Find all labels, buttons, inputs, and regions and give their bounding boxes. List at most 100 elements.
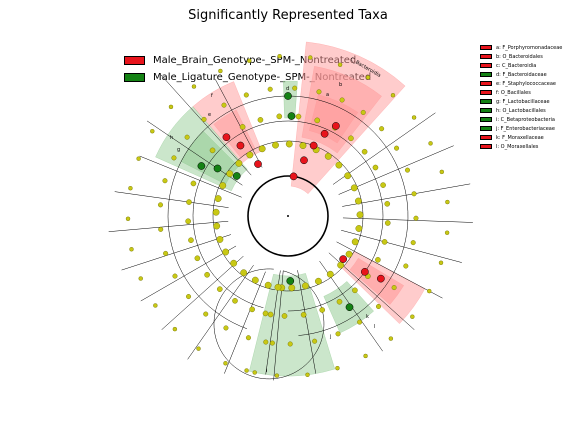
clade-label-g: g [177,147,180,153]
legend-label-ligature: Male_Ligature_Genotype-_SPM-_Nontreated [153,71,372,83]
taxon-node [186,294,192,300]
taxon-node [235,159,243,167]
taxon-node [355,197,362,205]
taxa-legend-row-c: c: C_Bacteroidia [480,61,562,70]
taxon-node [316,89,322,95]
taxon-node [410,240,416,246]
taxon-node [223,325,229,331]
clade-label-i: i [266,368,267,374]
taxon-node [375,257,381,263]
taxa-legend-row-h: h: O_Lactobacillales [480,106,562,115]
taxon-node [264,281,272,289]
clade-label-k: k [366,314,369,320]
enriched-node-green [286,277,295,285]
taxon-node [168,104,174,110]
taxon-node [218,68,223,74]
enriched-node-red [309,141,318,150]
taxon-node [222,248,230,256]
taxon-node [171,155,177,161]
taxon-node [308,55,313,60]
taxon-node [163,250,169,256]
taxa-label: h: O_Lactobacillales [496,107,546,114]
taxon-node [217,286,223,292]
branch-arc [213,268,325,380]
enriched-node-red [300,156,308,165]
taxon-node [272,141,279,149]
taxon-node [285,140,293,148]
taxon-node [252,370,257,375]
clade-label-e: e [208,112,211,118]
taxa-swatch [480,81,492,86]
taxon-node [287,341,293,347]
branch [121,234,232,271]
taxon-node [335,331,341,337]
taxon-node [372,164,379,171]
taxon-node [302,282,309,290]
taxon-node [404,167,410,173]
taxa-label: j: F_Enterobacteriaceae [496,125,555,132]
taxon-node [444,230,450,235]
taxa-legend-row-l: l: O_Moraxellales [480,142,562,151]
taxon-node [312,338,318,344]
taxon-node [388,336,394,341]
taxon-node [299,142,307,149]
enriched-node-red [332,122,340,130]
branch [215,79,263,168]
taxa-legend-row-k: k: F_Moraxellaceae [480,133,562,142]
taxon-node [360,109,366,115]
taxon-node [136,156,141,161]
taxon-node [249,306,255,313]
root-node [287,215,289,217]
taxa-swatch [480,144,492,149]
taxon-node [125,216,131,221]
clade-label-h: h [170,135,173,141]
taxa-swatch [480,135,492,140]
taxon-node [162,178,168,184]
enriched-node-red [361,267,369,276]
branch [341,229,462,263]
taxon-node [351,238,359,246]
legend-entry-brain: Male_Brain_Genotype-_SPM-_Nontreated [124,52,371,68]
taxon-node [438,260,444,265]
taxa-swatch [480,90,492,95]
taxon-node [281,313,288,319]
taxon-node [204,271,210,278]
taxon-node [243,92,249,98]
taxon-node [129,247,134,252]
taxon-node [185,218,191,225]
branch [139,155,242,198]
taxon-node [413,215,419,221]
branch-arc [167,95,409,336]
taxon-node [428,141,433,146]
taxon-node [300,311,307,318]
branch [160,74,252,176]
taxon-node [247,58,252,63]
branch [224,271,266,374]
taxon-node [319,307,326,313]
taxon-node [201,116,207,122]
taxa-swatch [480,72,492,77]
taxa-label: k: F_Moraxellaceae [496,134,544,141]
taxon-node [381,239,388,245]
taxon-node [324,152,332,160]
taxa-legend: a: F_Porphyromonadaceae b: O_Bacteroidal… [480,43,562,151]
taxon-node [258,145,266,153]
taxon-nodes [125,54,450,378]
enriched-node-red [236,141,245,150]
legend-swatch-green [124,72,145,82]
taxon-node [379,126,385,132]
taxon-node [221,102,227,108]
enriched-node-red [339,255,348,263]
branch [114,191,229,208]
taxa-label: f: O_Bacillales [496,89,531,96]
taxa-swatch [480,99,492,104]
taxon-node [391,285,397,291]
taxon-node [411,115,417,120]
taxon-node [219,182,227,189]
taxa-legend-row-e: e: F_Staphylococcaceae [480,79,562,88]
taxon-node [352,287,358,294]
class-legend: Male_Brain_Genotype-_SPM-_Nontreated Mal… [124,52,371,86]
taxon-node [411,191,417,197]
taxon-node [240,269,248,277]
taxon-node [246,151,254,159]
